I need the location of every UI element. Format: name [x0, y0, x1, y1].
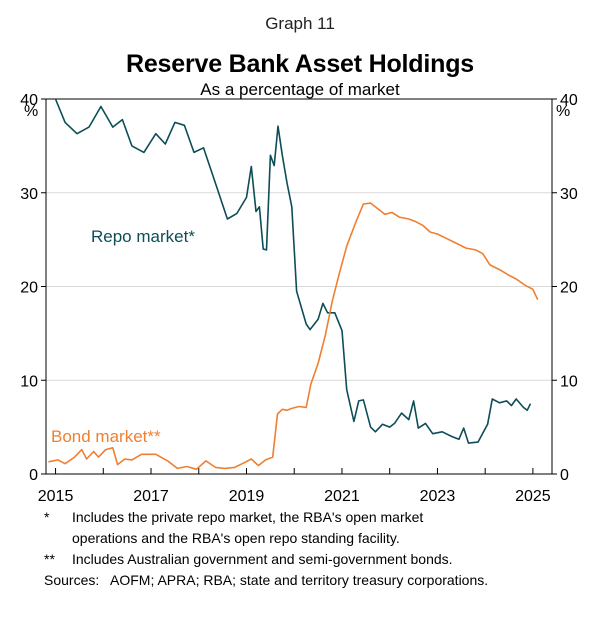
- repo-market-line: [54, 98, 532, 444]
- footnote-1-text: Includes the private repo market, the RB…: [72, 509, 424, 546]
- y-axis-label-right: %: [556, 103, 570, 120]
- x-tick-label: 2017: [133, 488, 169, 505]
- y-tick-label-right: 20: [560, 280, 578, 297]
- y-axis-label-left: %: [24, 103, 38, 120]
- graph-number: Graph 11: [265, 14, 335, 33]
- x-tick-label: 2015: [38, 488, 74, 505]
- y-tick-label-left: 30: [20, 186, 38, 203]
- axis-ticks: 0 0 10 10 20 20 30 30 40 40 2015 2017 2019 2021 2023 20…: [20, 92, 578, 505]
- chart-subtitle: As a percentage of market: [200, 80, 400, 99]
- y-tick-label-right: 40: [560, 92, 578, 109]
- y-tick-label-left: 20: [20, 280, 38, 297]
- footnote-2-text: Includes Australian government and semi-…: [72, 551, 453, 567]
- x-tick-label: 2019: [229, 488, 265, 505]
- chart-title: Reserve Bank Asset Holdings: [126, 50, 474, 78]
- y-tick-label-left: 0: [29, 467, 38, 484]
- repo-series-label: Repo market*: [91, 227, 195, 246]
- bond-series-label: Bond market**: [51, 427, 161, 446]
- bond-market-line: [48, 202, 539, 471]
- x-tick-label: 2021: [324, 488, 360, 505]
- x-tick-label: 2023: [420, 488, 456, 505]
- footnote-1-marker: *: [44, 509, 50, 525]
- series-lines: [48, 98, 539, 471]
- y-tick-label-left: 40: [20, 92, 38, 109]
- footnotes: * Includes the private repo market, the …: [44, 507, 490, 591]
- sources-label: Sources:: [44, 572, 100, 588]
- y-tick-label-right: 0: [560, 467, 569, 484]
- y-tick-label-right: 30: [560, 186, 578, 203]
- footnote-2-marker: **: [44, 551, 55, 567]
- y-tick-label-left: 10: [20, 373, 38, 390]
- footnote-1: * Includes the private repo market, the …: [44, 507, 490, 549]
- x-tick-label: 2025: [515, 488, 551, 505]
- sources: Sources: AOFM; APRA; RBA; state and terr…: [44, 570, 490, 591]
- footnote-2: ** Includes Australian government and se…: [44, 549, 490, 570]
- y-tick-label-right: 10: [560, 373, 578, 390]
- sources-text: AOFM; APRA; RBA; state and territory tre…: [110, 572, 489, 588]
